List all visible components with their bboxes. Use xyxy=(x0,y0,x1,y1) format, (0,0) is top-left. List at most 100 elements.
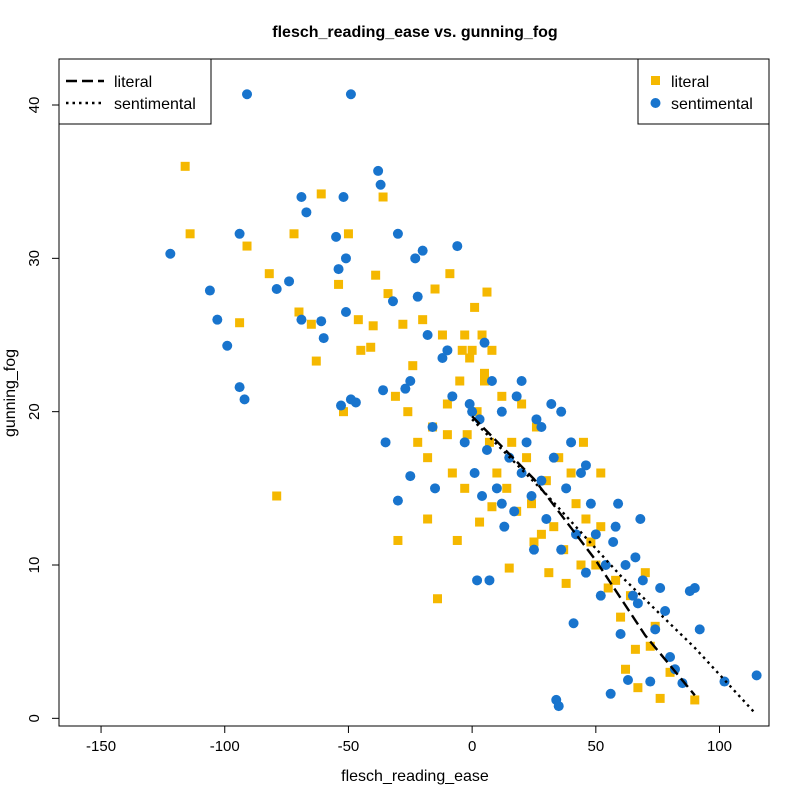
data-point-sentimental xyxy=(484,575,495,586)
data-point-literal xyxy=(423,514,433,524)
x-tick-label: -50 xyxy=(338,738,360,755)
data-point-sentimental xyxy=(234,382,245,393)
data-point-literal xyxy=(465,353,475,363)
x-tick-label: 100 xyxy=(707,738,732,755)
x-tick-label: -100 xyxy=(210,738,240,755)
data-point-literal xyxy=(517,399,527,409)
data-point-sentimental xyxy=(405,471,416,482)
data-point-literal xyxy=(482,287,492,297)
data-point-literal xyxy=(596,468,606,478)
data-point-sentimental xyxy=(378,385,389,396)
data-point-literal xyxy=(460,330,470,340)
data-point-sentimental xyxy=(496,498,507,509)
data-point-sentimental xyxy=(509,506,520,517)
data-point-literal xyxy=(497,391,507,401)
data-point-literal xyxy=(272,491,282,501)
data-point-sentimental xyxy=(459,437,470,448)
data-point-literal xyxy=(549,522,559,532)
data-point-sentimental xyxy=(689,583,700,593)
data-point-literal xyxy=(356,345,366,355)
trend-line-sentimental xyxy=(471,418,756,714)
data-point-sentimental xyxy=(242,89,253,100)
data-point-sentimental xyxy=(613,498,624,509)
data-point-sentimental xyxy=(556,406,567,417)
x-axis: -150 -100 -50 0 50 100 xyxy=(86,725,732,755)
data-point-sentimental xyxy=(516,468,527,478)
data-point-sentimental xyxy=(677,678,688,689)
data-point-literal xyxy=(581,514,591,524)
data-point-sentimental xyxy=(338,192,349,202)
data-point-sentimental xyxy=(469,468,480,478)
data-point-literal xyxy=(408,361,418,371)
point-legend-key-literal xyxy=(651,76,660,85)
data-point-sentimental xyxy=(660,606,671,616)
data-point-literal xyxy=(393,535,403,545)
data-point-sentimental xyxy=(331,231,342,242)
data-point-sentimental xyxy=(556,544,567,555)
data-point-sentimental xyxy=(630,552,641,563)
data-point-sentimental xyxy=(665,652,676,662)
data-point-literal xyxy=(366,342,376,352)
data-point-sentimental xyxy=(452,241,463,252)
data-point-sentimental xyxy=(400,383,411,394)
data-point-literal xyxy=(462,430,472,440)
data-point-sentimental xyxy=(694,624,705,635)
data-point-sentimental xyxy=(528,544,539,555)
x-tick-label: 0 xyxy=(468,738,476,755)
data-point-sentimental xyxy=(486,376,497,386)
data-point-literal xyxy=(640,568,650,578)
data-point-sentimental xyxy=(422,330,433,340)
data-point-sentimental xyxy=(600,560,611,570)
data-point-literal xyxy=(621,664,631,674)
data-point-literal xyxy=(338,407,348,417)
data-point-literal xyxy=(447,468,457,478)
data-point-literal xyxy=(445,269,455,279)
data-point-literal xyxy=(480,368,490,378)
data-point-sentimental xyxy=(546,399,557,409)
data-point-literal xyxy=(492,468,502,478)
point-legend-key-sentimental xyxy=(650,98,661,108)
line-legend: literal sentimental xyxy=(58,58,212,125)
data-point-sentimental xyxy=(548,452,559,463)
y-axis: 0 10 20 30 40 xyxy=(26,97,60,723)
data-point-sentimental xyxy=(301,207,312,218)
data-point-literal xyxy=(235,318,245,328)
data-point-sentimental xyxy=(204,285,215,296)
line-legend-box xyxy=(58,58,212,125)
data-point-sentimental xyxy=(751,670,762,681)
data-point-sentimental xyxy=(318,333,329,344)
data-point-literal xyxy=(616,612,626,622)
data-point-sentimental xyxy=(521,437,532,448)
data-point-literal xyxy=(487,345,497,355)
data-point-literal xyxy=(413,437,423,447)
data-point-sentimental xyxy=(464,399,475,409)
data-point-literal xyxy=(576,560,586,570)
data-point-sentimental xyxy=(442,345,453,356)
data-point-sentimental xyxy=(412,291,423,302)
data-point-sentimental xyxy=(340,253,351,264)
plot-frame xyxy=(58,58,770,727)
data-point-literal xyxy=(403,407,413,417)
data-point-sentimental xyxy=(222,340,233,351)
data-point-literal xyxy=(633,683,643,693)
data-point-sentimental xyxy=(531,414,542,425)
data-point-literal xyxy=(289,229,299,239)
data-point-literal xyxy=(180,161,190,171)
data-point-sentimental xyxy=(284,276,295,287)
data-point-sentimental xyxy=(387,296,398,307)
data-point-literal xyxy=(529,537,539,547)
data-point-sentimental xyxy=(511,391,522,402)
data-point-literal xyxy=(390,391,400,401)
data-point-sentimental xyxy=(212,314,223,325)
data-point-sentimental xyxy=(615,629,626,639)
data-point-sentimental xyxy=(340,307,351,317)
data-point-literal xyxy=(578,437,588,447)
data-point-literal xyxy=(460,483,470,493)
data-point-literal xyxy=(316,189,326,199)
line-legend-label-sentimental: sentimental xyxy=(114,96,196,113)
data-point-literal xyxy=(504,563,514,573)
data-point-sentimental xyxy=(645,676,656,687)
data-point-literal xyxy=(452,535,462,545)
data-point-literal xyxy=(665,667,675,677)
